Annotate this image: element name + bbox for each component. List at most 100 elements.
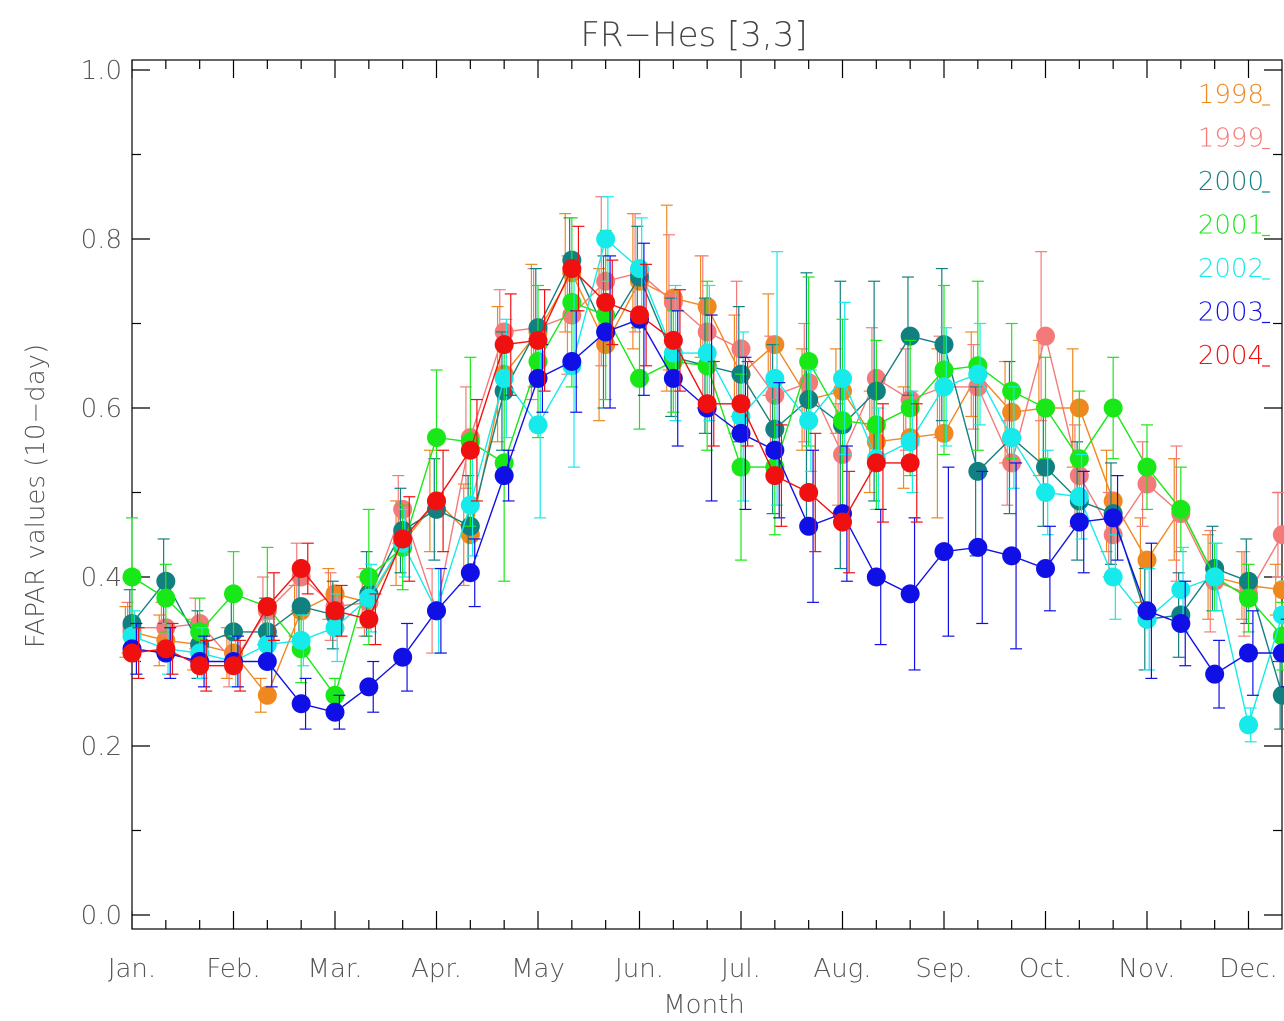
data-point — [1069, 512, 1089, 532]
data-point — [1002, 381, 1022, 401]
data-point — [1272, 643, 1284, 663]
data-point — [562, 352, 582, 372]
data-point — [1171, 499, 1191, 519]
data-point — [257, 685, 277, 705]
data-point — [833, 368, 852, 388]
x-axis-label: Month — [663, 990, 745, 1020]
data-point — [1036, 559, 1055, 579]
data-point — [122, 567, 142, 587]
data-point — [528, 415, 548, 435]
data-point — [494, 335, 514, 355]
data-point — [359, 609, 379, 629]
legend-entry: 2002 — [1198, 254, 1264, 284]
data-point — [1272, 626, 1284, 646]
data-point — [224, 656, 243, 676]
data-point — [291, 559, 311, 579]
data-point — [1272, 685, 1284, 705]
data-point — [1239, 643, 1258, 663]
data-point — [596, 292, 616, 312]
legend-entry: 1999 — [1198, 124, 1264, 154]
data-point — [765, 440, 785, 460]
data-point — [900, 453, 920, 473]
data-point — [866, 567, 886, 587]
y-axis-label: FAPAR values (10−day) — [21, 344, 51, 648]
data-point — [596, 322, 616, 342]
y-tick-label: 0.8 — [81, 225, 122, 255]
y-tick-label: 0.6 — [81, 394, 122, 424]
y-tick-label: 1.0 — [81, 56, 122, 86]
data-point — [562, 259, 582, 279]
legend-entry: 1998 — [1198, 80, 1264, 110]
data-point — [1002, 546, 1022, 566]
data-point — [1272, 580, 1284, 600]
data-point — [731, 339, 751, 359]
series-layer — [119, 196, 1284, 743]
data-point — [866, 453, 886, 473]
axis-ticks: 0.0 0.2 0.4 0.6 0.8 1.0 Jan. Feb. Mar. Apr. May Jun… — [81, 56, 1282, 984]
legend: 1998 1999 2000 2001 2002 2003 2004 — [1198, 80, 1270, 371]
data-point — [630, 305, 649, 325]
data-point — [494, 368, 514, 388]
legend-entry: 2003 — [1198, 298, 1264, 328]
data-point — [1103, 398, 1123, 418]
x-tick-label: Jul. — [721, 954, 761, 984]
data-point — [968, 364, 988, 384]
x-tick-label: Dec. — [1219, 954, 1278, 984]
data-point — [934, 377, 954, 397]
data-point — [799, 411, 819, 431]
data-point — [122, 643, 142, 663]
data-point — [257, 597, 277, 617]
y-tick-label: 0.0 — [81, 901, 122, 931]
series-line — [131, 301, 1284, 697]
data-point — [1036, 483, 1055, 502]
x-tick-label: Apr. — [411, 954, 462, 984]
data-point — [1002, 428, 1022, 448]
data-point — [1103, 508, 1123, 528]
data-point — [1069, 449, 1089, 469]
data-point — [1137, 601, 1157, 621]
data-point — [968, 537, 988, 557]
data-point — [833, 411, 852, 431]
data-point — [562, 292, 582, 312]
data-point — [1239, 588, 1258, 608]
data-point — [460, 563, 480, 583]
data-point — [291, 597, 311, 617]
y-tick-label: 0.4 — [81, 563, 122, 593]
x-tick-label: Jan. — [108, 954, 156, 984]
data-point — [765, 368, 785, 388]
data-point — [325, 601, 345, 621]
data-point — [325, 702, 345, 722]
data-point — [359, 567, 379, 587]
data-point — [325, 618, 345, 638]
x-tick-label: Feb. — [206, 954, 260, 984]
x-tick-label: Oct. — [1019, 954, 1072, 984]
data-point — [528, 330, 548, 350]
data-point — [427, 428, 446, 448]
x-tick-label: Nov. — [1119, 954, 1176, 984]
data-point — [731, 457, 751, 477]
x-tick-label: Jun. — [615, 954, 664, 984]
data-point — [765, 466, 785, 486]
data-point — [359, 677, 379, 697]
data-point — [224, 584, 243, 604]
data-point — [1239, 715, 1258, 735]
data-point — [291, 630, 311, 650]
data-point — [190, 656, 210, 676]
data-point — [630, 368, 649, 388]
data-point — [528, 368, 548, 388]
x-tick-label: Sep. — [915, 954, 972, 984]
data-point — [494, 466, 514, 486]
data-point — [1036, 398, 1055, 418]
data-point — [697, 343, 717, 363]
data-point — [596, 229, 616, 249]
data-point — [799, 516, 819, 536]
data-point — [427, 491, 446, 511]
data-point — [900, 584, 920, 604]
data-point — [190, 622, 210, 642]
y-tick-label: 0.2 — [81, 732, 122, 762]
data-point — [1205, 664, 1225, 684]
data-point — [731, 394, 751, 414]
data-point — [900, 432, 920, 452]
series-line — [131, 267, 911, 667]
data-point — [866, 415, 886, 435]
